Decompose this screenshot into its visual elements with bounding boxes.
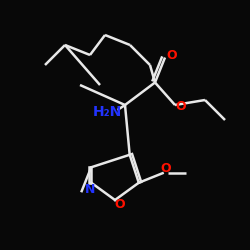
Text: O: O — [175, 100, 186, 114]
Text: O: O — [115, 198, 125, 211]
Text: N: N — [85, 183, 95, 196]
Text: O: O — [160, 162, 171, 175]
Text: O: O — [166, 49, 176, 62]
Text: H₂N: H₂N — [93, 106, 122, 120]
